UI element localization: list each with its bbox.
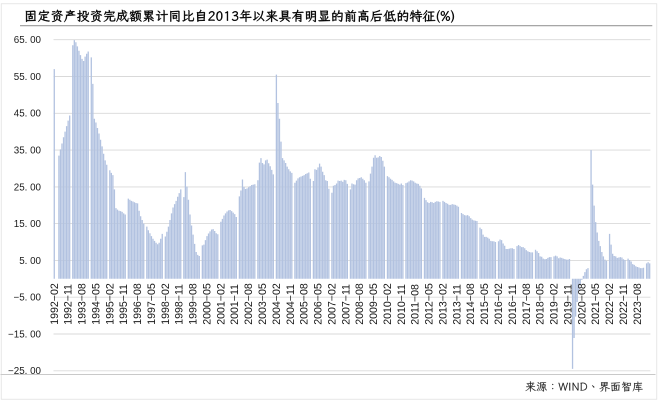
svg-text:2006−05: 2006−05 [313,283,325,325]
svg-text:−5. 00: −5. 00 [13,293,41,304]
svg-text:2007−11: 2007−11 [340,284,352,325]
svg-text:45. 00: 45. 00 [14,109,42,120]
svg-text:2002−08: 2002−08 [243,283,255,325]
svg-text:1993−08: 1993−08 [77,283,89,325]
svg-text:1992−11: 1992−11 [63,284,75,325]
svg-text:1994−05: 1994−05 [90,283,102,325]
svg-text:1999−08: 1999−08 [188,283,200,325]
svg-text:2019−02: 2019−02 [549,283,561,325]
svg-text:2021−05: 2021−05 [590,283,602,325]
svg-text:2016−02: 2016−02 [493,283,505,325]
svg-text:2013−11: 2013−11 [451,284,463,325]
svg-text:2005−08: 2005−08 [299,283,311,325]
svg-text:2007−02: 2007−02 [326,283,338,325]
svg-text:1998−11: 1998−11 [174,284,186,325]
svg-text:25. 00: 25. 00 [14,182,42,193]
svg-text:2000−05: 2000−05 [202,283,214,325]
svg-text:35. 00: 35. 00 [14,146,42,157]
svg-text:2019−11: 2019−11 [562,284,574,325]
svg-text:55. 00: 55. 00 [14,72,42,83]
svg-text:2010−11: 2010−11 [396,284,408,325]
svg-text:2023−08: 2023−08 [632,283,644,325]
svg-text:1998−02: 1998−02 [160,283,172,325]
svg-text:5. 00: 5. 00 [19,256,41,267]
svg-text:1992−02: 1992−02 [49,283,61,325]
svg-text:2012−05: 2012−05 [424,283,436,325]
svg-text:1995−02: 1995−02 [104,283,116,325]
svg-text:2004−02: 2004−02 [271,283,283,325]
svg-text:15. 00: 15. 00 [14,219,42,230]
svg-text:−25. 00: −25. 00 [8,366,42,377]
svg-text:2022−11: 2022−11 [618,284,630,325]
svg-text:2003−05: 2003−05 [257,283,269,325]
svg-text:2013−02: 2013−02 [438,283,450,325]
svg-text:2014−08: 2014−08 [465,283,477,325]
svg-text:1996−08: 1996−08 [132,283,144,325]
svg-text:2018−05: 2018−05 [535,283,547,325]
svg-text:2015−05: 2015−05 [479,283,491,325]
svg-text:2017−08: 2017−08 [521,283,533,325]
svg-text:2010−02: 2010−02 [382,283,394,325]
svg-text:2020−08: 2020−08 [576,283,588,325]
svg-text:2011−08: 2011−08 [410,284,422,325]
svg-text:2001−11: 2001−11 [229,284,241,325]
svg-text:2009−05: 2009−05 [368,283,380,325]
svg-text:2008−08: 2008−08 [354,283,366,325]
svg-text:2022−02: 2022−02 [604,283,616,325]
svg-text:2001−02: 2001−02 [215,283,227,325]
svg-text:2016−11: 2016−11 [507,284,519,325]
svg-text:−15. 00: −15. 00 [8,329,42,340]
svg-text:2004−11: 2004−11 [285,284,297,325]
svg-text:1997−05: 1997−05 [146,283,158,325]
svg-text:1995−11: 1995−11 [118,284,130,325]
svg-text:65. 00: 65. 00 [14,35,42,46]
